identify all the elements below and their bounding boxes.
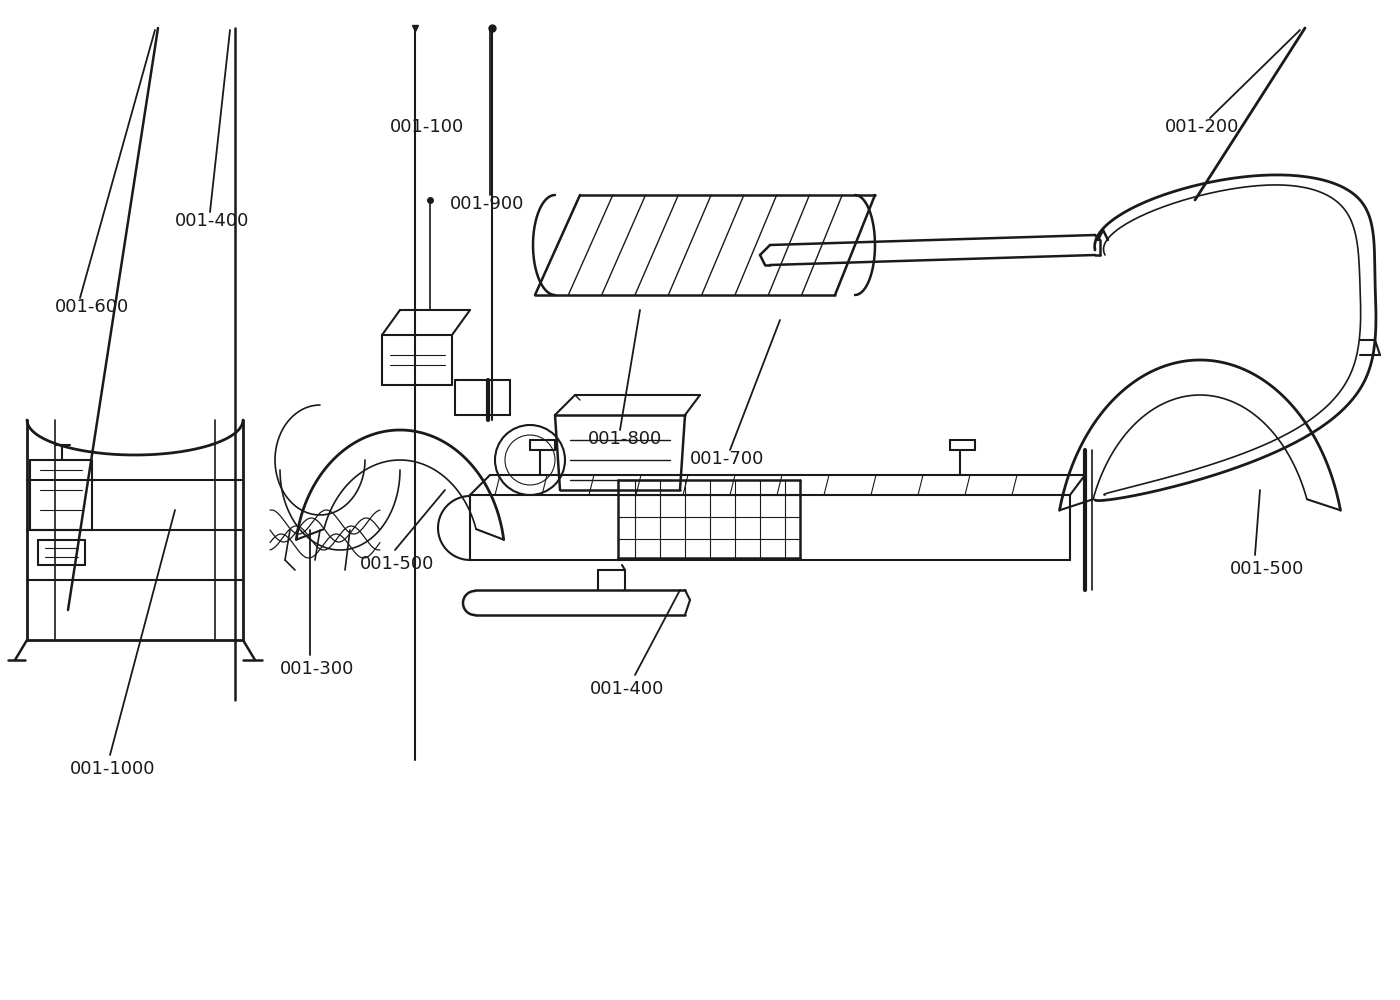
Text: 001-500: 001-500 [1231, 560, 1305, 578]
Text: 001-900: 001-900 [449, 195, 525, 213]
Text: 001-700: 001-700 [690, 450, 764, 468]
Text: 001-200: 001-200 [1165, 118, 1239, 136]
Text: 001-100: 001-100 [391, 118, 465, 136]
Text: 001-1000: 001-1000 [70, 760, 155, 778]
Text: 001-400: 001-400 [175, 212, 249, 230]
Text: 001-400: 001-400 [589, 680, 665, 698]
Text: 001-500: 001-500 [360, 555, 434, 573]
Text: 001-600: 001-600 [55, 298, 129, 316]
Text: 001-300: 001-300 [280, 660, 354, 678]
Text: 001-800: 001-800 [588, 430, 662, 448]
